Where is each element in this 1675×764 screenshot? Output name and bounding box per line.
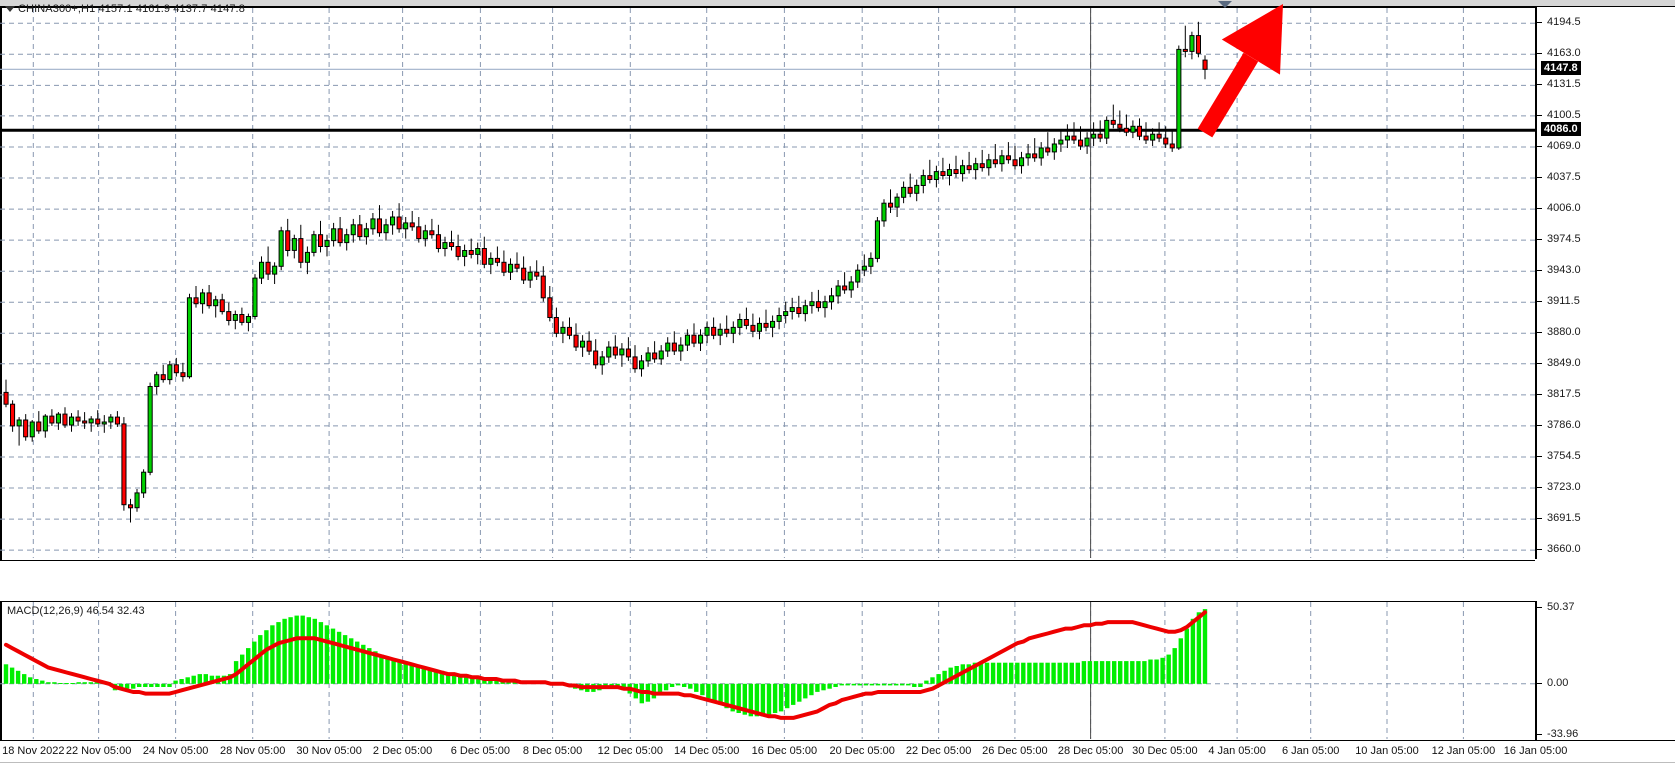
time-tick-label: 22 Dec 05:00 [905, 745, 972, 757]
price-axis[interactable]: 4194.5 4163.0 4131.5 4100.5 4069.0 4037.5 4006… [1535, 7, 1675, 559]
time-tick-label: 20 Dec 05:00 [829, 745, 895, 757]
time-tick-label: 10 Jan 05:00 [1355, 745, 1419, 757]
time-tick-label: 16 Dec 05:00 [751, 745, 818, 757]
price-tick-label: 3723.0 [1547, 481, 1581, 493]
time-tick-label: 4 Jan 05:00 [1208, 745, 1266, 757]
macd-tick-label: 50.37 [1547, 601, 1575, 613]
time-tick-label: 12 Jan 05:00 [1431, 745, 1496, 757]
macd-plot [0, 602, 1535, 739]
macd-axis[interactable]: 50.37 0.00 -33.96 [1535, 601, 1675, 740]
time-tick-label: 30 Nov 05:00 [296, 745, 362, 757]
price-tick-label: 3660.0 [1547, 543, 1581, 556]
chart-symbol-label: CHINA300+,H1 4157.1 4161.9 4137.7 4147.8 [18, 3, 245, 15]
top-divider [0, 6, 1675, 7]
price-tick-label: 4006.0 [1547, 202, 1581, 215]
selected-bar-marker-icon [1218, 1, 1232, 8]
time-axis[interactable]: 18 Nov 2022 22 Nov 05:00 24 Nov 05:00 28 No… [0, 740, 1675, 764]
price-tick-label: 4163.0 [1547, 47, 1581, 60]
price-tick-label: 4100.5 [1547, 108, 1581, 121]
time-tick-label: 2 Dec 05:00 [372, 745, 433, 757]
time-tick-label: 28 Nov 05:00 [219, 745, 286, 757]
time-tick-label: 14 Dec 05:00 [673, 745, 740, 757]
macd-tick-label: -33.96 [1547, 728, 1579, 740]
macd-indicator-pane[interactable]: MACD(12,26,9) 46.54 32.43 [0, 601, 1535, 742]
price-tick-label: 3943.0 [1547, 264, 1581, 277]
price-tick-label: 3911.5 [1547, 295, 1580, 308]
time-tick-label: 12 Dec 05:00 [597, 745, 664, 757]
time-tick-label: 6 Jan 05:00 [1281, 745, 1340, 757]
price-tick-label: 3817.5 [1547, 387, 1581, 400]
price-tick-label: 3754.5 [1547, 450, 1581, 462]
price-tick-label: 4069.0 [1547, 140, 1581, 152]
time-tick-label: 16 Jan 05:00 [1503, 745, 1568, 757]
price-tick-label: 4037.5 [1547, 171, 1581, 183]
price-chart-pane[interactable] [0, 7, 1535, 561]
time-tick-label: 6 Dec 05:00 [450, 745, 511, 757]
candlestick-plot [0, 8, 1535, 558]
macd-tick-label: 0.00 [1547, 676, 1569, 689]
price-tick-label: 4131.5 [1547, 78, 1581, 91]
price-tick-label: 3849.0 [1547, 356, 1581, 369]
macd-pane-left-border [0, 602, 2, 741]
time-tick-label: 28 Dec 05:00 [1057, 745, 1124, 757]
price-pane-left-border [0, 8, 2, 560]
time-tick-label: 26 Dec 05:00 [982, 745, 1048, 757]
time-tick-label: 22 Nov 05:00 [65, 745, 132, 757]
level-price-tag: 4086.0 [1541, 122, 1581, 137]
bid-price-tag: 4147.8 [1541, 61, 1581, 76]
price-tick-label: 4194.5 [1547, 16, 1581, 29]
price-tick-label: 3974.5 [1547, 233, 1581, 246]
chevron-down-icon[interactable] [5, 6, 15, 12]
time-tick-label: 8 Dec 05:00 [522, 745, 583, 757]
price-tick-label: 3691.5 [1547, 512, 1581, 525]
price-tick-label: 3786.0 [1547, 418, 1581, 431]
time-tick-label: 30 Dec 05:00 [1132, 745, 1198, 757]
time-tick-label: 24 Nov 05:00 [142, 745, 209, 757]
price-tick-label: 3880.0 [1547, 326, 1581, 339]
macd-indicator-label: MACD(12,26,9) 46.54 32.43 [7, 605, 145, 617]
time-tick-label: 18 Nov 2022 [2, 745, 65, 757]
